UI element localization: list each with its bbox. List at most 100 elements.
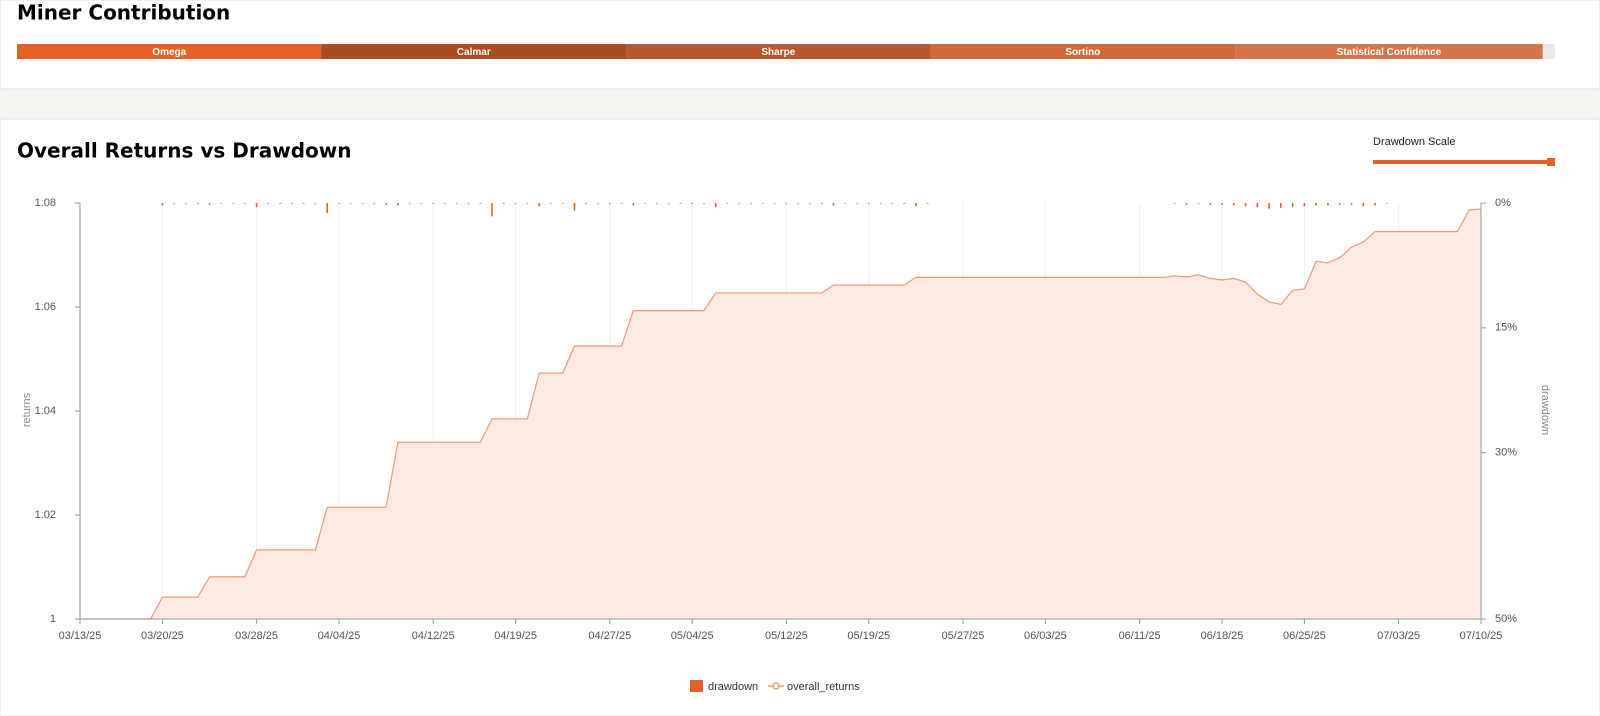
x-tick-label: 03/28/25 xyxy=(235,630,278,642)
drawdown-bar xyxy=(1386,203,1388,204)
drawdown-bar xyxy=(349,203,352,204)
drawdown-bar xyxy=(656,203,658,204)
drawdown-bar xyxy=(1327,203,1329,206)
x-tick-label: 06/25/25 xyxy=(1283,630,1326,642)
segment-label: Sortino xyxy=(1065,47,1100,58)
chart-title: Overall Returns vs Drawdown xyxy=(17,139,351,163)
drawdown-bar xyxy=(726,203,729,204)
drawdown-bar xyxy=(1232,203,1235,206)
drawdown-bar xyxy=(1244,203,1247,207)
drawdown-bar xyxy=(1280,203,1282,208)
drawdown-bar xyxy=(1174,203,1176,204)
drawdown-bar xyxy=(408,203,411,204)
drawdown-bar xyxy=(762,203,764,204)
y2-tick-label: 50% xyxy=(1495,613,1517,625)
legend-swatch xyxy=(690,680,703,692)
drawdown-bar xyxy=(1221,203,1223,205)
drawdown-bar xyxy=(773,203,776,204)
drawdown-bar xyxy=(326,203,329,213)
segment-label: Omega xyxy=(152,47,186,58)
drawdown-bar xyxy=(550,203,552,204)
drawdown-bar xyxy=(385,203,387,205)
contribution-segment xyxy=(17,44,322,59)
drawdown-bar xyxy=(679,203,682,204)
drawdown-bar xyxy=(503,203,505,204)
x-tick-label: 05/27/25 xyxy=(942,630,985,642)
drawdown-bar xyxy=(1374,203,1376,206)
drawdown-bar xyxy=(161,203,164,206)
drawdown-bar xyxy=(479,203,482,204)
drawdown-bar xyxy=(738,203,741,204)
drawdown-bar xyxy=(373,203,376,204)
drawdown-bar xyxy=(208,203,211,205)
y2-tick-label: 0% xyxy=(1495,197,1511,209)
drawdown-bar xyxy=(514,203,517,204)
segment-label: Sharpe xyxy=(761,47,795,58)
returns-area xyxy=(80,209,1481,620)
drawdown-bar xyxy=(1185,203,1188,205)
x-tick-label: 06/18/25 xyxy=(1201,630,1244,642)
contribution-segment xyxy=(321,44,627,59)
drawdown-bar xyxy=(879,203,882,204)
drawdown-bar xyxy=(691,203,694,204)
x-tick-label: 04/04/25 xyxy=(318,630,361,642)
x-tick-label: 03/20/25 xyxy=(141,630,184,642)
y-tick-label: 1.08 xyxy=(35,197,56,209)
slider-handle[interactable] xyxy=(1547,158,1555,166)
drawdown-bar xyxy=(573,203,576,211)
x-tick-label: 05/04/25 xyxy=(671,630,714,642)
drawdown-bar xyxy=(750,203,752,204)
x-tick-label: 06/11/25 xyxy=(1119,630,1161,642)
drawdown-bar xyxy=(844,203,847,204)
drawdown-scale-slider[interactable] xyxy=(1373,158,1555,166)
drawdown-bar xyxy=(809,203,811,204)
contribution-segment xyxy=(1235,44,1543,59)
y2-tick-label: 30% xyxy=(1495,447,1517,459)
x-tick-label: 07/03/25 xyxy=(1377,630,1420,642)
legend-label: overall_returns xyxy=(787,681,860,693)
drawdown-bar xyxy=(491,203,493,217)
x-tick-label: 06/03/25 xyxy=(1024,630,1067,642)
drawdown-bar xyxy=(667,203,670,204)
drawdown-bar xyxy=(867,203,870,204)
drawdown-bar xyxy=(432,203,434,204)
drawdown-bar xyxy=(915,203,917,207)
drawdown-bar xyxy=(608,203,611,204)
drawdown-bar xyxy=(338,203,340,204)
y-tick-label: 1 xyxy=(50,613,56,625)
drawdown-bar xyxy=(420,203,423,204)
drawdown-bar xyxy=(797,203,799,204)
drawdown-bar xyxy=(232,203,234,204)
drawdown-bar xyxy=(644,203,646,204)
slider-label: Drawdown Scale xyxy=(1373,136,1456,148)
drawdown-bar xyxy=(832,203,835,206)
drawdown-bar xyxy=(856,203,858,204)
x-tick-label: 04/27/25 xyxy=(588,630,631,642)
drawdown-bar xyxy=(526,203,529,204)
drawdown-bar xyxy=(1338,203,1341,205)
drawdown-bar xyxy=(714,203,717,208)
drawdown-bar xyxy=(903,203,905,204)
x-tick-label: 05/12/25 xyxy=(765,630,808,642)
drawdown-bar xyxy=(1209,203,1212,205)
legend-swatch xyxy=(772,682,780,690)
returns-line xyxy=(80,208,1482,620)
drawdown-bar xyxy=(561,203,564,204)
y-tick-label: 1.02 xyxy=(35,509,56,521)
x-tick-label: 07/10/25 xyxy=(1460,630,1503,642)
y-tick-label: 1.06 xyxy=(35,301,56,313)
drawdown-bar xyxy=(467,203,470,204)
y-tick-label: 1.04 xyxy=(35,405,56,417)
drawdown-bar xyxy=(302,203,305,204)
contribution-title: Miner Contribution xyxy=(17,1,230,25)
drawdown-bar xyxy=(444,203,446,204)
drawdown-bar xyxy=(173,203,175,204)
drawdown-bar xyxy=(1291,203,1294,208)
drawdown-bar xyxy=(314,203,317,204)
drawdown-bar xyxy=(585,203,588,204)
drawdown-bar xyxy=(361,203,364,204)
legend-label: drawdown xyxy=(708,681,758,693)
drawdown-bar xyxy=(820,203,823,204)
